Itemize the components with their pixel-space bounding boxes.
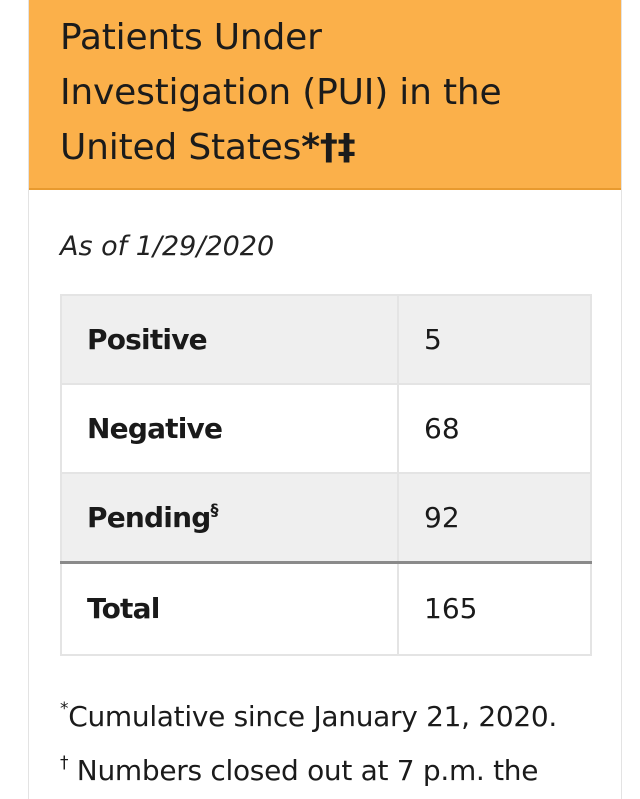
row-value: 92 [397,472,592,563]
row-label: Negative [60,383,399,474]
card-header: Patients Under Investigation (PUI) in th… [29,0,621,190]
row-value: 68 [397,383,592,474]
card-title: Patients Under Investigation (PUI) in th… [60,10,593,175]
as-of-date: As of 1/29/2020 [60,231,275,262]
pending-footnote-mark: § [210,500,218,520]
row-value: 5 [397,294,592,385]
title-line-3: United States [60,127,302,168]
footnote-closed-out: † Numbers closed out at 7 p.m. the [60,753,539,787]
row-value: 165 [397,560,592,656]
row-label: Positive [60,294,399,385]
table-row-total: Total 165 [60,560,592,656]
row-label: Total [60,560,399,656]
title-line-1: Patients Under [60,17,322,58]
title-footnote-marks: *†‡ [301,127,356,168]
table-row-positive: Positive 5 [60,294,592,385]
pui-table: Positive 5 Negative 68 Pending§ 92 Total… [60,294,592,656]
footnote-cumulative: *Cumulative since January 21, 2020. [60,699,557,733]
footnotes: *Cumulative since January 21, 2020. † Nu… [60,686,591,794]
card-body: As of 1/29/2020 Positive 5 Negative 68 P… [29,230,621,794]
table-row-negative: Negative 68 [60,383,592,474]
row-label: Pending§ [60,472,399,563]
table-row-pending: Pending§ 92 [60,472,592,563]
title-line-2: Investigation (PUI) in the [60,72,502,113]
pui-card: Patients Under Investigation (PUI) in th… [28,0,622,799]
